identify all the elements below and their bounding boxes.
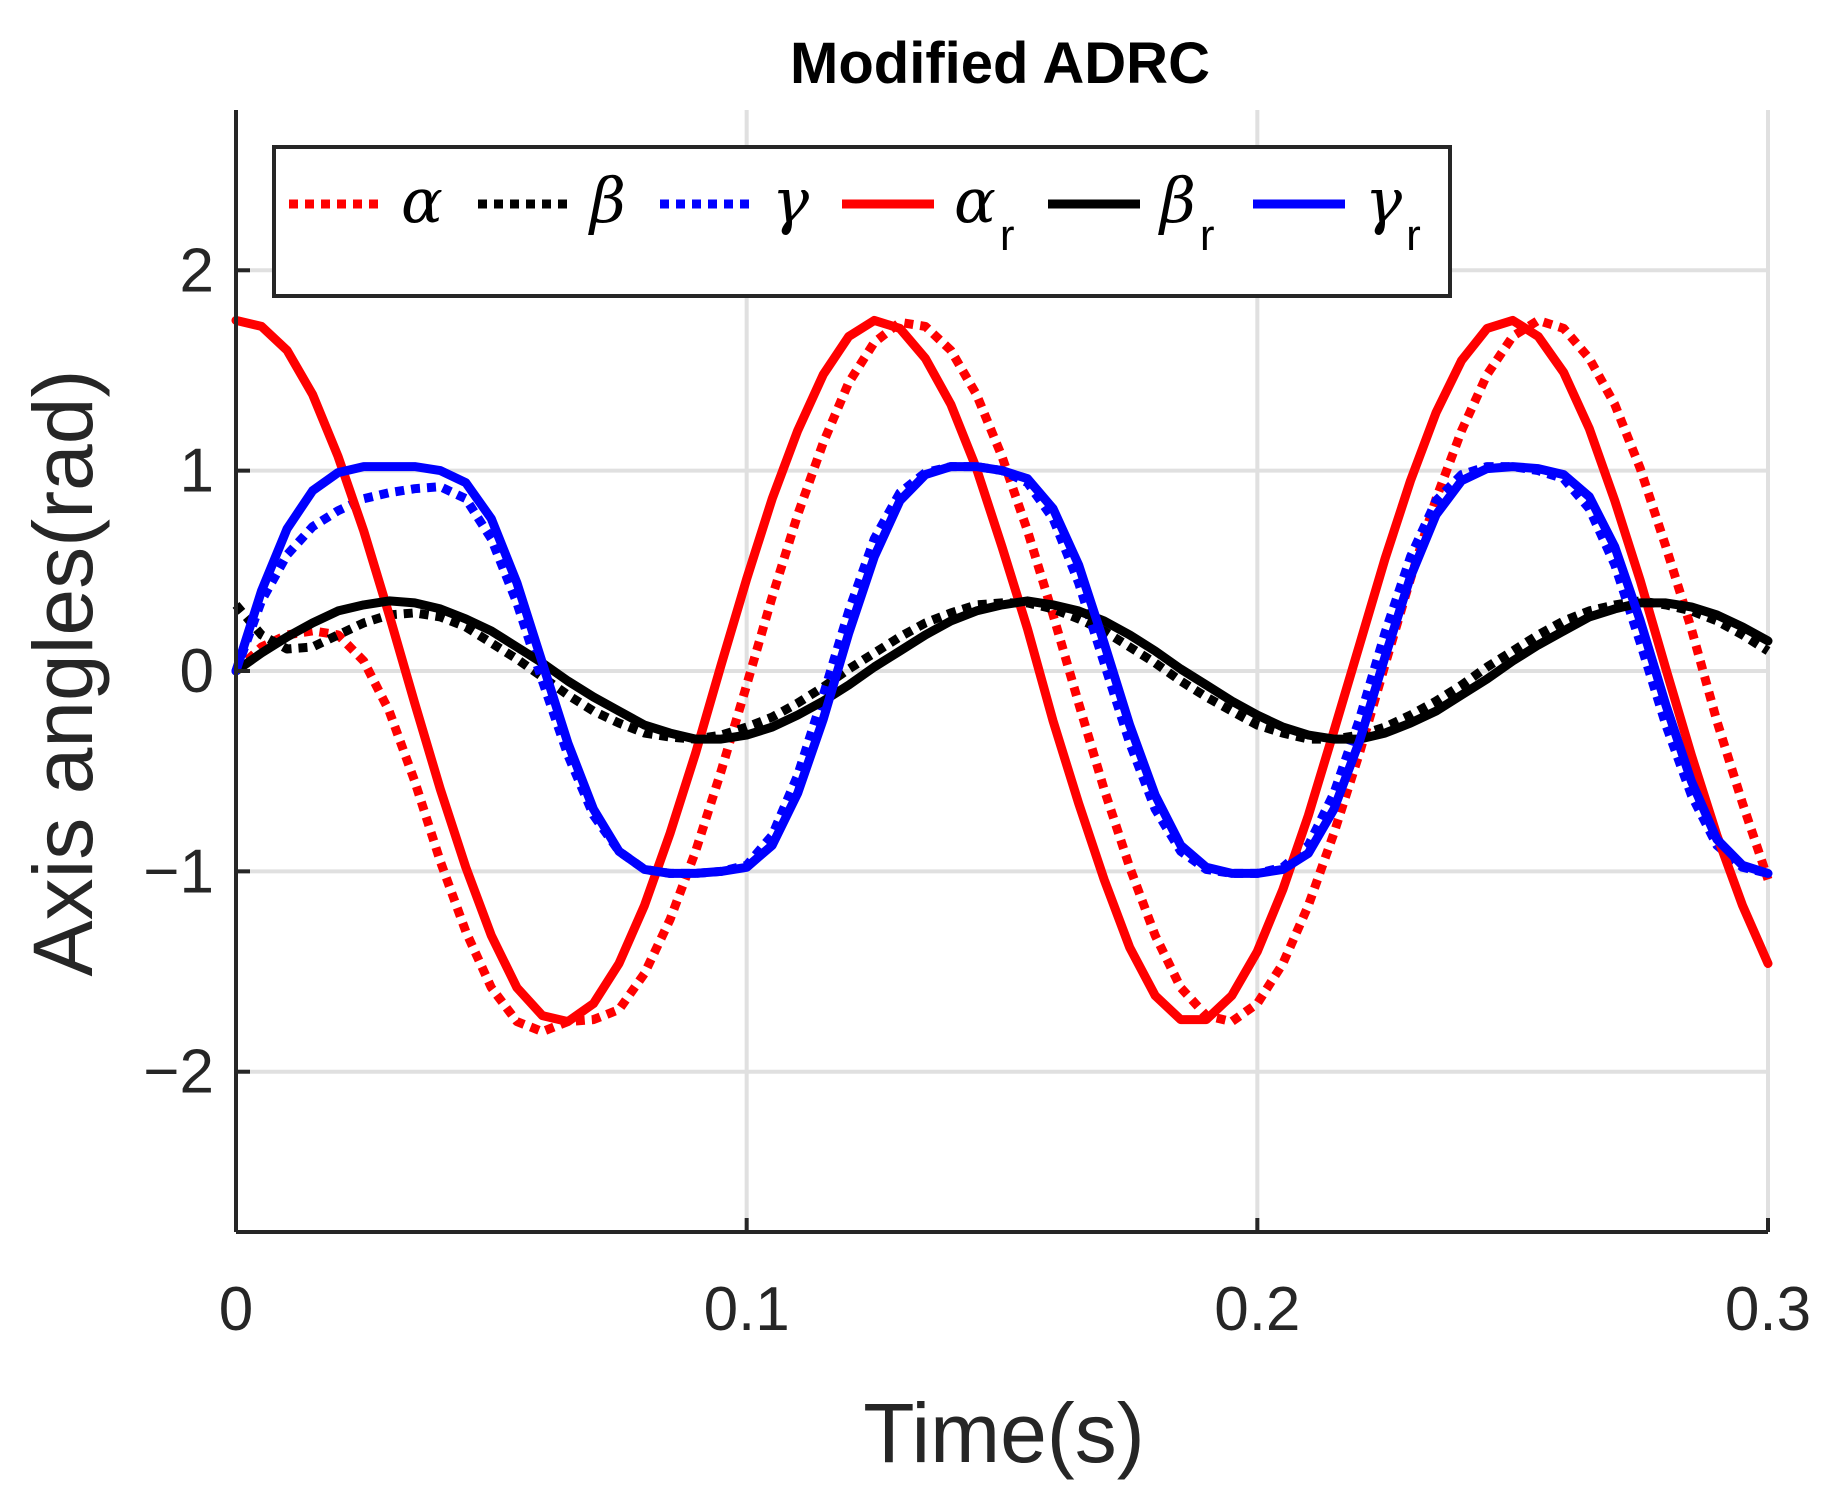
series-line-0	[232, 315, 1773, 1037]
legend-subscript: r	[1200, 211, 1215, 260]
x-tick-label: 0	[219, 1275, 253, 1344]
legend-entry: γ	[660, 164, 810, 237]
y-tick-label: 2	[180, 236, 214, 305]
series-line-5	[231, 462, 1773, 878]
x-tick-label: 0.3	[1725, 1275, 1811, 1344]
y-tick-label: −2	[143, 1038, 214, 1107]
legend-entry: α	[289, 164, 443, 237]
x-tick-label: 0.1	[704, 1275, 790, 1344]
y-tick-label: −1	[143, 837, 214, 906]
legend-entry: β	[478, 164, 626, 237]
y-tick-label: 1	[180, 437, 214, 506]
legend: α β γ αr βr γr	[272, 145, 1452, 298]
legend-label: β	[588, 164, 626, 237]
data-series	[231, 315, 1773, 1037]
legend-box	[272, 145, 1452, 298]
legend-label: γ	[772, 164, 810, 237]
axes	[234, 110, 1770, 1234]
x-axis-label: Time(s)	[863, 1386, 1145, 1480]
legend-entry: αr	[842, 164, 1015, 260]
legend-subscript: r	[1000, 211, 1015, 260]
legend-subscript: r	[1406, 211, 1421, 260]
chart-title: Modified ADRC	[790, 31, 1210, 96]
tick-labels: 0 0.1 0.2 0.3 −2 −1 0 1 2	[143, 236, 1811, 1344]
series-line-3	[231, 315, 1773, 1027]
y-tick-label: 0	[180, 637, 214, 706]
y-axis-label: Axis angles(rad)	[16, 370, 110, 977]
x-tick-label: 0.2	[1214, 1275, 1300, 1344]
series-line-4	[231, 596, 1773, 744]
legend-label: α	[401, 164, 443, 237]
